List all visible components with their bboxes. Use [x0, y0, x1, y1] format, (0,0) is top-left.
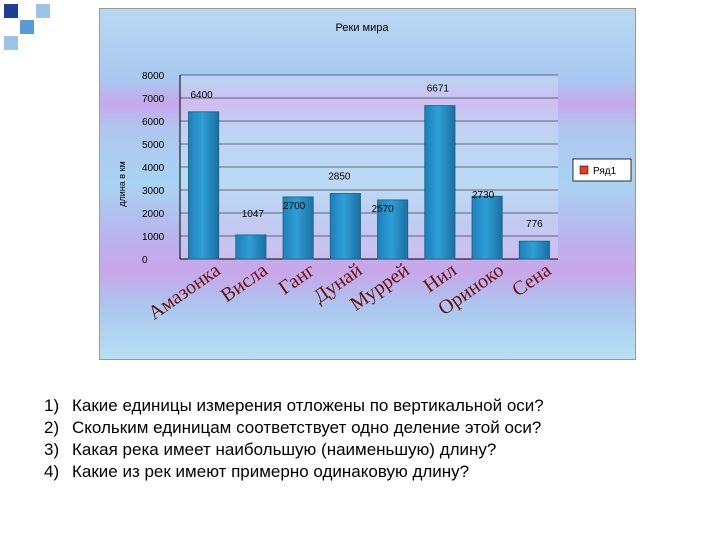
question-text: Какая река имеет наибольшую (наименьшую)… — [72, 440, 497, 459]
bars — [188, 105, 550, 260]
question-text: Скольким единицам соответствует одно дел… — [72, 418, 542, 437]
legend-swatch — [579, 165, 589, 175]
y-tick-label: 8000 — [142, 71, 165, 82]
y-tick-label: 7000 — [142, 94, 165, 105]
data-label: 1047 — [242, 209, 265, 220]
bar — [377, 199, 409, 260]
y-tick-label: 3000 — [142, 186, 165, 197]
question-text: Какие из рек имеют примерно одинаковую д… — [72, 462, 470, 481]
bar — [329, 193, 361, 260]
chart-title: Реки мира — [336, 22, 390, 34]
decor-square — [4, 4, 18, 18]
bar — [424, 105, 456, 260]
legend-label: Ряд1 — [593, 166, 617, 177]
data-label: 6671 — [427, 84, 450, 95]
question-number: 4) — [44, 462, 60, 481]
decor-square — [4, 36, 18, 50]
question-item: 1) Какие единицы измерения отложены по в… — [44, 395, 704, 417]
y-tick-label: 0 — [142, 255, 148, 266]
data-label: 2730 — [472, 190, 495, 201]
data-label: 776 — [526, 219, 543, 230]
question-item: 2) Скольким единицам соответствует одно … — [44, 417, 704, 439]
question-item: 3) Какая река имеет наибольшую (наименьш… — [44, 439, 704, 461]
question-number: 1) — [44, 396, 60, 415]
y-tick-label: 4000 — [142, 163, 165, 174]
decor-square — [36, 4, 50, 18]
chart-area: Реки мира длина в км 0 1000 2000 3000 4000 50… — [99, 8, 636, 360]
legend-box — [572, 158, 632, 182]
grid-lines — [180, 74, 558, 259]
question-text: Какие единицы измерения отложены по верт… — [72, 396, 544, 415]
category-label: Сена — [508, 259, 555, 301]
y-tick-label: 6000 — [142, 117, 165, 128]
bar — [235, 234, 267, 260]
category-label: Висла — [217, 259, 272, 307]
bar — [518, 240, 550, 260]
decor-square — [20, 20, 34, 34]
axes: 0 1000 2000 3000 4000 5000 6000 7000 8000 — [142, 71, 558, 266]
question-number: 2) — [44, 418, 60, 437]
bar — [282, 196, 314, 260]
data-label: 2850 — [328, 171, 351, 182]
data-label: 2700 — [283, 201, 306, 212]
data-labels: 6400 1047 2700 2850 2570 6671 2730 776 — [191, 84, 544, 231]
y-tick-label: 1000 — [142, 232, 165, 243]
question-list: 1) Какие единицы измерения отложены по в… — [44, 395, 704, 483]
y-axis-label: длина в км — [117, 161, 127, 206]
bar — [188, 111, 220, 260]
bar — [471, 195, 503, 260]
bar-chart: Реки мира длина в км 0 1000 2000 3000 4000 50… — [117, 22, 632, 325]
y-tick-label: 5000 — [142, 140, 165, 151]
legend: Ряд1 — [572, 158, 632, 182]
data-label: 2570 — [372, 204, 395, 215]
data-label: 6400 — [191, 90, 214, 101]
y-tick-label: 2000 — [142, 209, 165, 220]
category-label: Амазонка — [144, 259, 224, 324]
question-item: 4) Какие из рек имеют примерно одинакову… — [44, 461, 704, 483]
question-number: 3) — [44, 440, 60, 459]
corner-decoration — [0, 0, 60, 60]
